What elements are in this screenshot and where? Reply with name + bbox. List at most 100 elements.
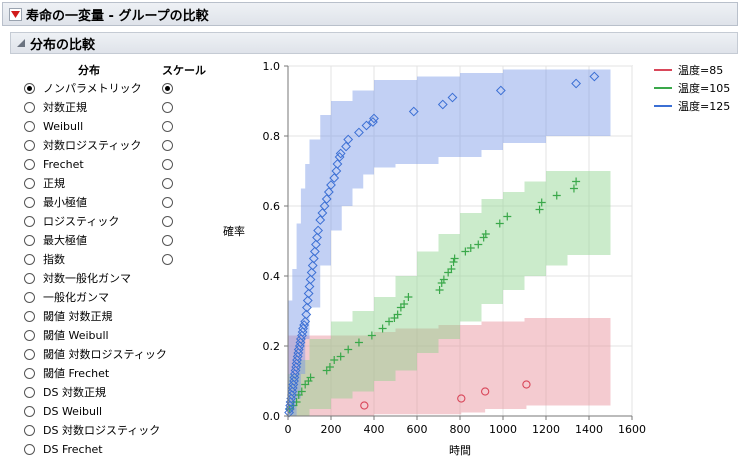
data-point xyxy=(304,281,315,292)
scale-radio[interactable] xyxy=(162,254,173,265)
data-point xyxy=(289,369,300,379)
data-point xyxy=(294,341,305,351)
data-point xyxy=(354,338,363,347)
data-point xyxy=(361,120,372,131)
data-point xyxy=(444,268,453,277)
legend-item[interactable]: 温度=125 xyxy=(654,98,730,114)
distribution-radio[interactable] xyxy=(24,424,35,436)
scale-radio[interactable] xyxy=(162,197,173,208)
distribution-radio[interactable] xyxy=(24,234,35,246)
distribution-label: 対数正規 xyxy=(43,101,87,114)
distribution-option[interactable]: 対数一般化ガンマ xyxy=(24,270,131,286)
data-point xyxy=(311,239,321,250)
distribution-radio[interactable] xyxy=(24,272,35,284)
distribution-option[interactable]: 閾値 対数ロジスティック xyxy=(24,346,167,362)
scale-radio[interactable] xyxy=(162,102,173,113)
distribution-option[interactable]: DS Weibull xyxy=(24,403,102,419)
scale-radio[interactable] xyxy=(162,121,173,132)
distribution-option[interactable]: ノンパラメトリック xyxy=(24,80,142,96)
x-axis-label: 時間 xyxy=(449,444,471,457)
distribution-option[interactable]: 最大極値 xyxy=(24,232,87,248)
disclosure-triangle-icon[interactable] xyxy=(15,37,27,49)
distribution-label: 一般化ガンマ xyxy=(43,291,109,304)
distribution-radio[interactable] xyxy=(24,120,35,132)
data-point xyxy=(304,377,313,385)
report-header: 寿命の一変量 - グループの比較 xyxy=(2,2,738,26)
legend-label: 温度=85 xyxy=(678,64,724,77)
y-tick-label: 1.0 xyxy=(263,60,281,73)
comparison-outline-header: 分布の比較 xyxy=(10,32,738,54)
distribution-radio[interactable] xyxy=(24,177,35,189)
distribution-radio[interactable] xyxy=(24,386,35,398)
distribution-option[interactable]: 閾値 対数正規 xyxy=(24,308,113,324)
distribution-radio[interactable] xyxy=(24,158,35,170)
data-point xyxy=(481,387,490,396)
data-point xyxy=(569,184,578,193)
distribution-radio[interactable] xyxy=(24,139,35,151)
data-point xyxy=(439,275,448,284)
data-point xyxy=(457,394,466,403)
red-triangle-menu-icon[interactable] xyxy=(9,7,22,21)
x-tick-label: 800 xyxy=(450,423,471,436)
data-point xyxy=(474,240,483,249)
scale-radio[interactable] xyxy=(162,235,173,246)
distribution-label: Frechet xyxy=(43,157,84,171)
legend-item[interactable]: 温度=85 xyxy=(654,62,723,78)
data-point xyxy=(305,274,316,285)
distribution-radio[interactable] xyxy=(24,367,35,379)
data-point xyxy=(400,300,409,308)
distribution-option[interactable]: 最小極値 xyxy=(24,194,87,210)
data-point xyxy=(495,219,504,228)
distribution-option[interactable]: Weibull xyxy=(24,118,83,134)
data-point xyxy=(522,380,531,389)
distribution-radio[interactable] xyxy=(24,348,35,360)
distribution-option[interactable]: DS 対数ロジスティック xyxy=(24,422,160,438)
distribution-label: 閾値 Frechet xyxy=(43,367,110,380)
distribution-radio[interactable] xyxy=(24,82,35,94)
data-point xyxy=(390,314,399,322)
data-point xyxy=(302,295,313,306)
data-point xyxy=(292,355,302,365)
distribution-option[interactable]: 閾値 Weibull xyxy=(24,327,109,343)
scale-radio[interactable] xyxy=(162,83,173,94)
x-tick-label: 0 xyxy=(285,423,292,436)
data-point xyxy=(331,166,342,176)
comparison-title: 分布の比較 xyxy=(30,37,96,53)
scale-radio[interactable] xyxy=(162,178,173,189)
distribution-option[interactable]: 一般化ガンマ xyxy=(24,289,109,305)
legend-item[interactable]: 温度=105 xyxy=(654,80,730,96)
distribution-radio[interactable] xyxy=(24,405,35,417)
distribution-radio[interactable] xyxy=(24,253,35,265)
data-point xyxy=(293,344,304,355)
data-point xyxy=(298,323,308,334)
data-point xyxy=(335,148,346,159)
distribution-radio[interactable] xyxy=(24,310,35,322)
distribution-radio[interactable] xyxy=(24,443,35,455)
distribution-radio[interactable] xyxy=(24,101,35,113)
distribution-radio[interactable] xyxy=(24,196,35,208)
distribution-option[interactable]: DS Frechet xyxy=(24,441,103,457)
scale-radio[interactable] xyxy=(162,140,173,151)
legend-label: 温度=105 xyxy=(678,82,731,95)
data-point xyxy=(393,310,402,319)
distribution-option[interactable]: 閾値 Frechet xyxy=(24,365,109,381)
data-point xyxy=(295,334,306,344)
distribution-option[interactable]: Frechet xyxy=(24,156,84,172)
distribution-option[interactable]: 対数ロジスティック xyxy=(24,137,141,153)
distribution-radio[interactable] xyxy=(24,291,35,303)
scale-radio[interactable] xyxy=(162,216,173,227)
distribution-option[interactable]: 対数正規 xyxy=(24,99,87,115)
data-point xyxy=(341,141,351,152)
distribution-option[interactable]: ロジスティック xyxy=(24,213,119,229)
distribution-option[interactable]: 正規 xyxy=(24,175,65,191)
data-point xyxy=(292,351,303,362)
data-point xyxy=(293,348,304,358)
scale-column-heading: スケール xyxy=(162,64,206,77)
scale-radio[interactable] xyxy=(162,159,173,170)
data-point xyxy=(344,345,353,354)
distribution-radio[interactable] xyxy=(24,329,35,341)
distribution-option[interactable]: DS 対数正規 xyxy=(24,384,106,400)
distribution-option[interactable]: 指数 xyxy=(24,251,65,267)
distribution-radio[interactable] xyxy=(24,215,35,227)
data-point xyxy=(297,387,306,396)
